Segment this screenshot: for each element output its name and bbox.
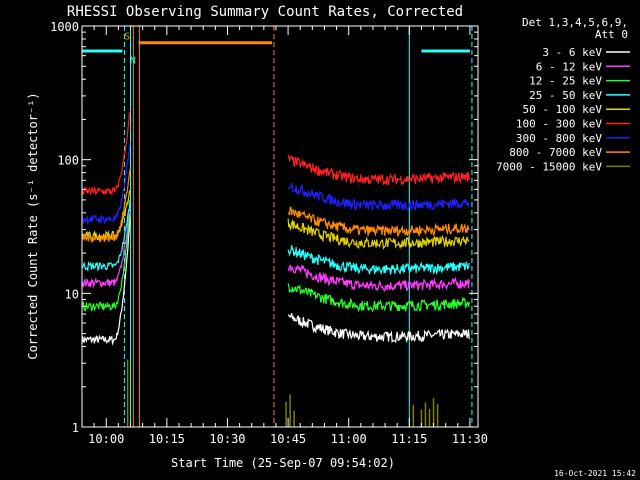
series-segment-1-4 (81, 189, 131, 241)
series-segment-2-0 (287, 313, 470, 344)
series-segment-2-1 (287, 263, 470, 293)
y-tick-label-0: 1 (72, 421, 79, 435)
series-segment-1-5 (81, 110, 131, 196)
legend-label-0: 3 - 6 keV (542, 46, 602, 59)
legend-label-1: 6 - 12 keV (536, 60, 603, 73)
marker-letter-1: N (130, 56, 136, 67)
series-segment-2-4 (287, 218, 470, 250)
series-6-12-kev (81, 207, 470, 293)
footer-timestamp: 16-Oct-2021 15:42 (554, 469, 636, 478)
plot-frame (81, 25, 479, 428)
x-tick-label-3: 10:45 (270, 432, 306, 446)
legend-header-1: Att 0 (595, 28, 628, 41)
plot-area: SN (81, 26, 473, 427)
series-800-7000-kev (81, 169, 470, 243)
legend-label-7: 800 - 7000 keV (509, 146, 602, 159)
series-segment-1-6 (81, 142, 131, 226)
series-segment-2-2 (287, 283, 470, 313)
series-50-100-kev (81, 189, 470, 250)
x-tick-label-6: 11:30 (452, 432, 488, 446)
series-12-25-kev (81, 213, 470, 313)
marker-letter-0: S (124, 31, 130, 42)
legend-label-6: 300 - 800 keV (516, 132, 602, 145)
chart-title: RHESSI Observing Summary Count Rates, Co… (67, 4, 463, 20)
y-tick-label-2: 100 (57, 154, 79, 168)
series-3-6-kev (81, 217, 470, 346)
series-segment-2-3 (287, 245, 470, 276)
series-segment-2-7 (287, 206, 470, 237)
x-tick-label-5: 11:15 (391, 432, 427, 446)
x-tick-label-4: 11:00 (331, 432, 367, 446)
x-axis-label: Start Time (25-Sep-07 09:54:02) (171, 456, 395, 470)
series-segment-1-1 (81, 207, 131, 289)
legend-label-5: 100 - 300 keV (516, 118, 602, 131)
series-segment-1-0 (81, 217, 131, 346)
y-axis-label: Corrected Count Rate (s⁻¹ detector⁻¹) (26, 92, 40, 359)
series-300-800-kev (81, 142, 470, 226)
legend-label-8: 7000 - 15000 keV (496, 160, 602, 173)
x-tick-label-0: 10:00 (88, 432, 124, 446)
x-tick-label-1: 10:15 (149, 432, 185, 446)
legend-label-4: 50 - 100 keV (523, 103, 603, 116)
axes: 10:00 10:15 10:30 10:45 11:00 11:15 11:30 1 10 10… (50, 20, 488, 446)
legend-header-0: Det 1,3,4,5,6,9, (522, 16, 628, 29)
series-segment-2-5 (287, 154, 470, 186)
series-25-50-kev (81, 199, 470, 276)
series-segment-1-7 (81, 169, 131, 243)
series-segment-1-2 (81, 213, 131, 313)
x-tick-label-2: 10:30 (209, 432, 245, 446)
legend-label-2: 12 - 25 keV (529, 75, 602, 88)
series-segment-2-6 (287, 182, 470, 212)
y-tick-label-1: 10 (65, 287, 79, 301)
series-segment-1-3 (81, 199, 131, 273)
series-100-300-kev (81, 110, 470, 196)
y-tick-label-3: 1000 (50, 20, 79, 34)
series-7000-15000-kev (126, 359, 439, 427)
legend-label-3: 25 - 50 keV (529, 89, 602, 102)
